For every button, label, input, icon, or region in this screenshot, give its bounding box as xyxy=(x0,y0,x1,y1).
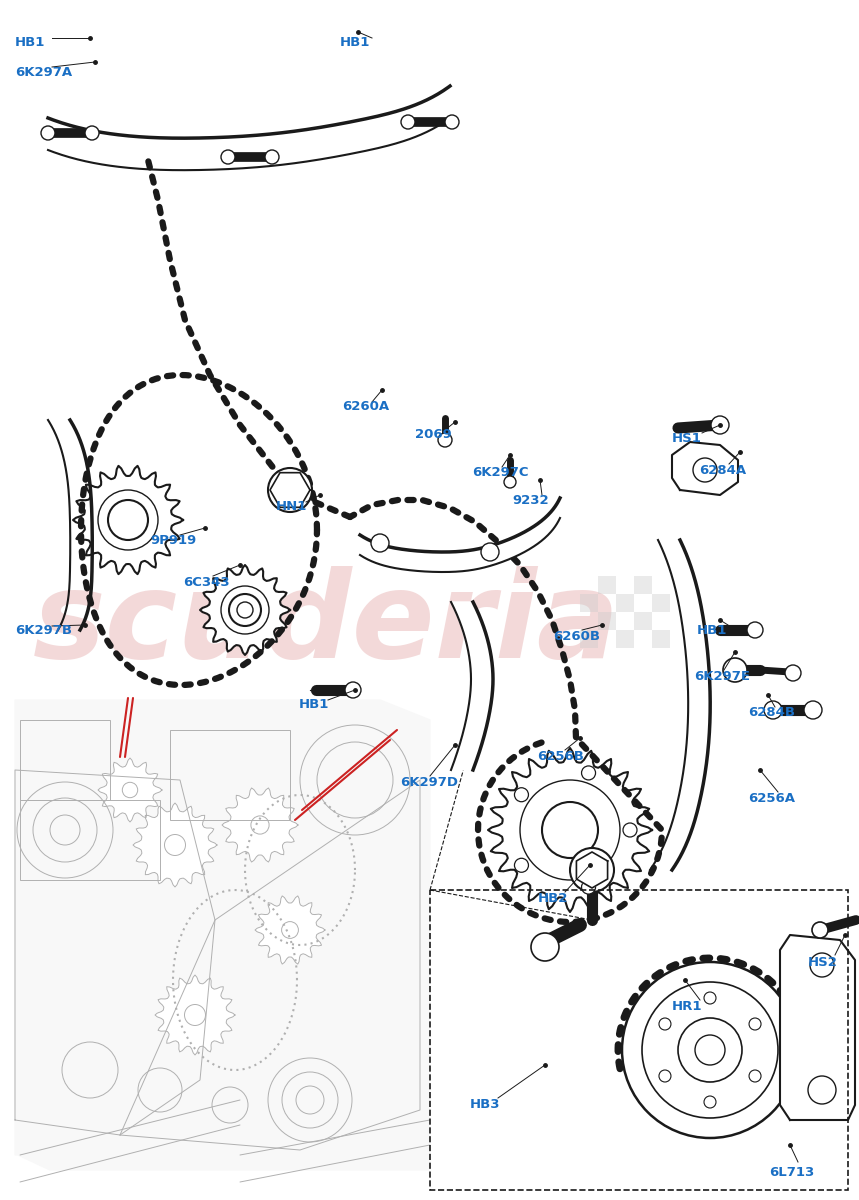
Circle shape xyxy=(582,766,595,780)
Polygon shape xyxy=(15,700,430,1170)
Circle shape xyxy=(85,126,99,140)
Circle shape xyxy=(804,701,822,719)
Text: 6K297D: 6K297D xyxy=(400,775,458,788)
Text: 6256A: 6256A xyxy=(748,792,795,804)
Text: 6K297B: 6K297B xyxy=(15,624,72,636)
Polygon shape xyxy=(222,788,298,862)
Text: 2069: 2069 xyxy=(415,428,452,442)
Polygon shape xyxy=(576,852,607,888)
Text: 6260A: 6260A xyxy=(342,400,389,413)
Polygon shape xyxy=(98,758,162,822)
Circle shape xyxy=(812,922,828,938)
Text: 6K297E: 6K297E xyxy=(694,670,750,683)
Circle shape xyxy=(345,682,361,698)
Circle shape xyxy=(221,150,235,164)
Circle shape xyxy=(808,1076,836,1104)
Circle shape xyxy=(515,787,528,802)
Text: 6260B: 6260B xyxy=(553,630,600,642)
Text: 6C343: 6C343 xyxy=(183,576,229,588)
Circle shape xyxy=(268,468,312,512)
Circle shape xyxy=(265,150,279,164)
Polygon shape xyxy=(451,602,493,770)
Text: 6L713: 6L713 xyxy=(769,1165,814,1178)
Text: HR1: HR1 xyxy=(672,1001,703,1014)
Text: HB3: HB3 xyxy=(470,1098,501,1111)
Bar xyxy=(580,630,598,648)
Text: 6284B: 6284B xyxy=(748,707,795,720)
Text: 6256B: 6256B xyxy=(537,750,584,762)
Bar xyxy=(652,630,670,648)
Circle shape xyxy=(570,848,614,892)
Bar xyxy=(598,576,616,594)
Circle shape xyxy=(504,476,516,488)
Polygon shape xyxy=(73,466,183,574)
Circle shape xyxy=(810,953,834,977)
Circle shape xyxy=(723,658,747,682)
Polygon shape xyxy=(650,540,710,870)
Polygon shape xyxy=(360,498,560,572)
Circle shape xyxy=(622,962,798,1138)
Text: HB1: HB1 xyxy=(299,698,329,712)
Bar xyxy=(430,890,848,1190)
Text: HB1: HB1 xyxy=(697,624,728,636)
Polygon shape xyxy=(48,86,450,170)
Bar xyxy=(20,800,160,880)
Bar xyxy=(634,612,652,630)
Bar xyxy=(652,594,670,612)
Text: 6K297A: 6K297A xyxy=(15,66,72,78)
Text: HB1: HB1 xyxy=(340,36,370,48)
Text: HN1: HN1 xyxy=(276,500,308,514)
Circle shape xyxy=(711,416,729,434)
Circle shape xyxy=(695,1034,725,1066)
Circle shape xyxy=(237,602,253,618)
Circle shape xyxy=(693,458,717,482)
Circle shape xyxy=(481,542,499,560)
Text: HB2: HB2 xyxy=(538,892,569,905)
Polygon shape xyxy=(255,896,325,964)
Polygon shape xyxy=(270,473,310,508)
Circle shape xyxy=(623,823,637,838)
Circle shape xyxy=(445,115,459,128)
Polygon shape xyxy=(780,935,855,1120)
Bar xyxy=(634,576,652,594)
Polygon shape xyxy=(133,803,217,887)
Circle shape xyxy=(764,701,782,719)
Circle shape xyxy=(747,622,763,638)
Circle shape xyxy=(438,433,452,446)
Text: HS1: HS1 xyxy=(672,432,702,444)
Text: 6K297C: 6K297C xyxy=(472,466,528,479)
Polygon shape xyxy=(200,565,290,655)
Circle shape xyxy=(401,115,415,128)
Circle shape xyxy=(785,665,801,680)
Circle shape xyxy=(582,880,595,894)
Text: 9P919: 9P919 xyxy=(150,534,196,546)
Text: 9232: 9232 xyxy=(512,493,549,506)
Polygon shape xyxy=(672,442,738,494)
Polygon shape xyxy=(155,974,235,1055)
Text: scuderia: scuderia xyxy=(33,565,620,683)
Bar xyxy=(580,594,598,612)
Bar xyxy=(616,594,634,612)
Text: HB1: HB1 xyxy=(15,36,46,48)
Bar xyxy=(616,630,634,648)
Bar xyxy=(598,612,616,630)
Circle shape xyxy=(41,126,55,140)
Circle shape xyxy=(371,534,389,552)
Text: 6284A: 6284A xyxy=(699,463,746,476)
Circle shape xyxy=(515,858,528,872)
Polygon shape xyxy=(488,748,652,912)
Bar xyxy=(170,730,290,820)
Circle shape xyxy=(531,934,559,961)
Text: HS2: HS2 xyxy=(808,955,838,968)
Bar xyxy=(20,720,110,800)
